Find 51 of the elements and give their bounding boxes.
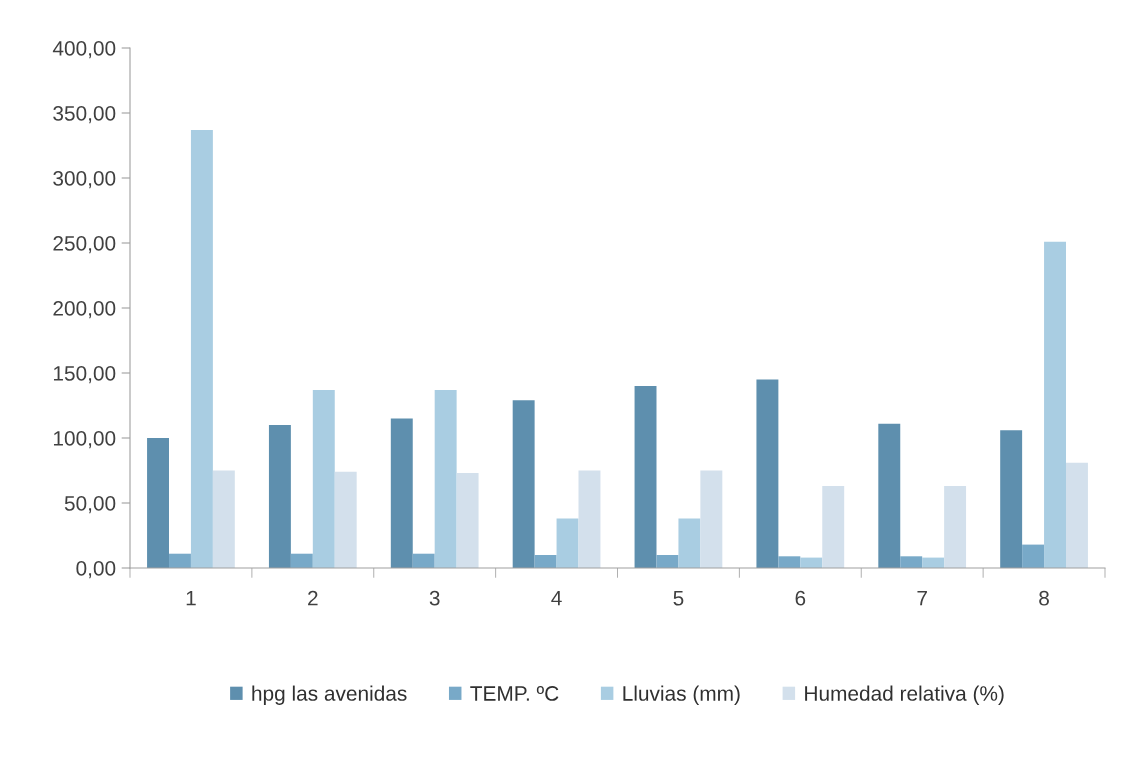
legend-label: hpg las avenidas [252, 685, 407, 705]
bar [147, 438, 169, 568]
bar [1000, 430, 1023, 568]
x-tick-label: 6 [795, 590, 806, 606]
x-tick-label: 3 [429, 590, 440, 606]
bar [678, 518, 701, 568]
bar [512, 400, 535, 568]
bar [900, 556, 923, 568]
bar [656, 555, 679, 568]
bar [412, 553, 435, 568]
bar [534, 555, 557, 568]
legend-label: Lluvias (mm) [623, 685, 740, 705]
y-tick-label: 250,00 [53, 236, 116, 254]
bar [390, 418, 413, 568]
bar [756, 379, 779, 568]
bar [822, 486, 845, 568]
bar [334, 471, 357, 568]
bar [1044, 241, 1066, 568]
bar [634, 386, 657, 568]
bar [212, 470, 235, 568]
x-tick-label: 8 [1039, 590, 1049, 606]
bar [169, 553, 191, 568]
y-tick-label: 300,00 [53, 171, 116, 189]
y-tick-label: 100,00 [53, 431, 116, 449]
x-tick-label: 7 [917, 590, 927, 606]
bar [1022, 544, 1045, 568]
x-tick-label: 1 [186, 590, 196, 606]
bar [312, 389, 335, 568]
legend-label: Humedad relativa (%) [805, 685, 1004, 705]
y-tick-label: 200,00 [53, 301, 116, 319]
y-tick-label: 150,00 [53, 366, 116, 384]
bar [456, 473, 479, 568]
bar [1066, 462, 1088, 568]
bar [434, 389, 457, 568]
y-tick-label: 50,00 [64, 496, 116, 514]
y-tick-label: 0,00 [76, 561, 116, 579]
bar [190, 129, 213, 568]
bar [700, 470, 723, 568]
bar [578, 470, 601, 568]
bar [778, 556, 801, 568]
y-tick-label: 350,00 [53, 106, 116, 124]
bar [878, 423, 901, 568]
legend-label: TEMP. ºC [470, 686, 559, 701]
bar [268, 425, 291, 568]
bar [556, 518, 579, 568]
bar [290, 553, 313, 568]
x-tick-label: 4 [551, 590, 562, 606]
x-tick-label: 2 [308, 590, 318, 606]
bar [944, 486, 967, 568]
x-tick-label: 5 [673, 590, 684, 606]
y-tick-label: 400,00 [52, 41, 116, 59]
